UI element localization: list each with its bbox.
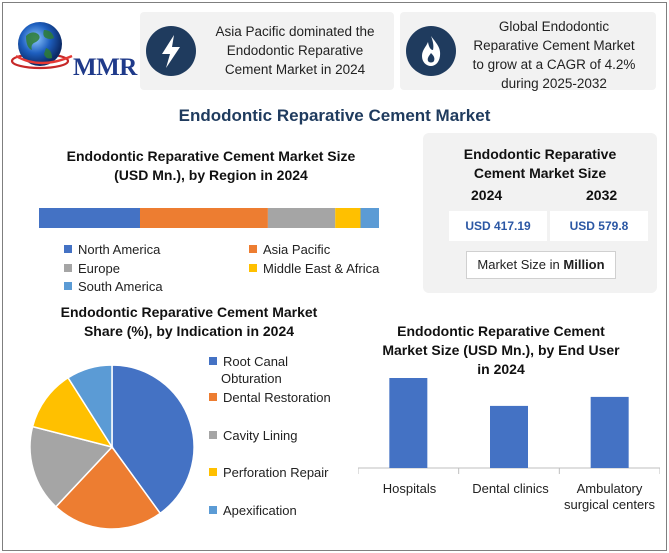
- legend-swatch: [249, 245, 257, 253]
- card-cagr-line: Reparative Cement Market: [473, 38, 635, 53]
- legend-label: North America: [78, 242, 161, 257]
- legend-swatch: [64, 264, 72, 272]
- end-user-label-line: Dental clinics: [472, 481, 549, 496]
- market-size-title-line: Cement Market Size: [473, 165, 607, 181]
- end-user-bar-hospitals: [389, 378, 428, 468]
- legend-label: Europe: [78, 261, 120, 276]
- mmr-logo: MMR: [10, 16, 138, 81]
- unit-prefix: Market Size in: [477, 257, 560, 272]
- legend-swatch: [64, 245, 72, 253]
- year-end: 2032: [586, 187, 618, 203]
- legend-middle-east-africa: Middle East & Africa: [249, 261, 379, 276]
- card-region-text: Asia Pacific dominated the Endodontic Re…: [200, 22, 390, 79]
- legend-perforation-repair: Perforation Repair: [209, 465, 329, 480]
- end-user-bar-chart: [358, 378, 660, 474]
- legend-label: Obturation: [221, 371, 282, 386]
- indication-title-line: Share (%), by Indication in 2024: [83, 323, 295, 339]
- legend-root-canal: Root Canal Obturation: [209, 353, 288, 387]
- legend-swatch: [209, 393, 217, 401]
- legend-cavity-lining: Cavity Lining: [209, 428, 297, 443]
- info-card-region: Asia Pacific dominated the Endodontic Re…: [140, 12, 394, 90]
- end-user-label-dental-clinics: Dental clinics: [459, 481, 562, 497]
- region-title-line: Endodontic Reparative Cement Market Size: [66, 148, 356, 164]
- lightning-badge: [146, 26, 196, 76]
- main-title: Endodontic Reparative Cement Market: [178, 106, 491, 125]
- region-bar-segment-south-america: [360, 208, 379, 228]
- end-user-chart-title: Endodontic Reparative Cement Market Size…: [350, 322, 652, 379]
- indication-title-line: Endodontic Reparative Cement Market: [60, 304, 318, 320]
- end-user-title-line: Endodontic Reparative Cement: [397, 323, 605, 339]
- end-user-label-line: Ambulatory: [576, 481, 643, 496]
- end-user-label-line: Hospitals: [382, 481, 437, 496]
- value-end: USD 579.8: [550, 211, 648, 241]
- legend-label: Middle East & Africa: [263, 261, 380, 276]
- region-bar-segment-europe: [267, 208, 336, 228]
- legend-label: Apexification: [223, 503, 297, 518]
- legend-south-america: South America: [64, 279, 163, 294]
- end-user-label-hospitals: Hospitals: [358, 481, 461, 497]
- pie-slice-apexification: [67, 364, 113, 450]
- flame-badge: [406, 26, 456, 76]
- region-chart-title: Endodontic Reparative Cement Market Size…: [30, 147, 392, 185]
- legend-asia-pacific: Asia Pacific: [249, 242, 330, 257]
- indication-chart-title: Endodontic Reparative Cement Market Shar…: [30, 303, 348, 341]
- legend-label: South America: [78, 279, 163, 294]
- legend-swatch: [64, 282, 72, 290]
- card-region-line: Endodontic Reparative: [226, 43, 364, 58]
- card-cagr-line: during 2025-2032: [501, 76, 607, 91]
- unit-box: Market Size in Million: [466, 251, 616, 279]
- flame-icon: [422, 36, 441, 66]
- legend-label: Root Canal: [223, 354, 289, 369]
- value-start: USD 417.19: [449, 211, 547, 241]
- pie-slice-root-canal-obturation: [111, 364, 195, 515]
- card-region-line: Cement Market in 2024: [224, 62, 366, 77]
- card-cagr-line: to grow at a CAGR of 4.2%: [472, 57, 636, 72]
- legend-apexification: Apexification: [209, 503, 297, 518]
- pie-slice-cavity-lining: [29, 425, 114, 508]
- unit-bold: Million: [563, 257, 605, 272]
- end-user-label-ambulatory: Ambulatory surgical centers: [558, 481, 661, 513]
- legend-europe: Europe: [64, 261, 120, 276]
- year-start: 2024: [471, 187, 503, 203]
- legend-label: Cavity Lining: [223, 428, 298, 443]
- info-card-cagr: Global Endodontic Reparative Cement Mark…: [400, 12, 656, 93]
- end-user-title-line: Market Size (USD Mn.), by End User: [382, 342, 620, 358]
- legend-swatch: [249, 264, 257, 272]
- legend-swatch: [209, 468, 217, 476]
- market-size-title-line: Endodontic Reparative: [463, 146, 617, 162]
- lightning-icon: [162, 35, 180, 68]
- region-bar-segment-north-america: [39, 208, 140, 228]
- legend-north-america: North America: [64, 242, 160, 257]
- card-cagr-text: Global Endodontic Reparative Cement Mark…: [456, 17, 652, 93]
- card-cagr-line: Global Endodontic: [498, 19, 610, 34]
- region-bar-segment-middle-east-africa: [335, 208, 361, 228]
- pie-slice-perforation-repair: [31, 376, 114, 449]
- legend-swatch: [209, 357, 217, 365]
- end-user-bar-ambulatory-surgical-centers: [590, 396, 629, 468]
- end-user-label-line: surgical centers: [563, 497, 656, 512]
- card-region-line: Asia Pacific dominated the: [215, 24, 375, 39]
- legend-swatch: [209, 431, 217, 439]
- pie-slice-dental-restoration: [54, 445, 162, 530]
- end-user-bar-dental-clinics: [490, 405, 528, 468]
- end-user-title-line: in 2024: [477, 361, 525, 377]
- market-size-box: Endodontic Reparative Cement Market Size…: [423, 133, 657, 293]
- region-stacked-bar: [39, 208, 379, 228]
- indication-pie-chart: [29, 364, 195, 530]
- market-size-title: Endodontic Reparative Cement Market Size: [423, 145, 657, 183]
- legend-label: Dental Restoration: [223, 390, 331, 405]
- legend-label: Asia Pacific: [263, 242, 331, 257]
- legend-label: Perforation Repair: [223, 465, 329, 480]
- region-bar-segment-asia-pacific: [139, 208, 268, 228]
- region-title-line: (USD Mn.), by Region in 2024: [114, 167, 308, 183]
- globe-icon: [10, 22, 73, 70]
- legend-dental-restoration: Dental Restoration: [209, 390, 331, 405]
- legend-swatch: [209, 506, 217, 514]
- logo-text: MMR: [73, 54, 137, 81]
